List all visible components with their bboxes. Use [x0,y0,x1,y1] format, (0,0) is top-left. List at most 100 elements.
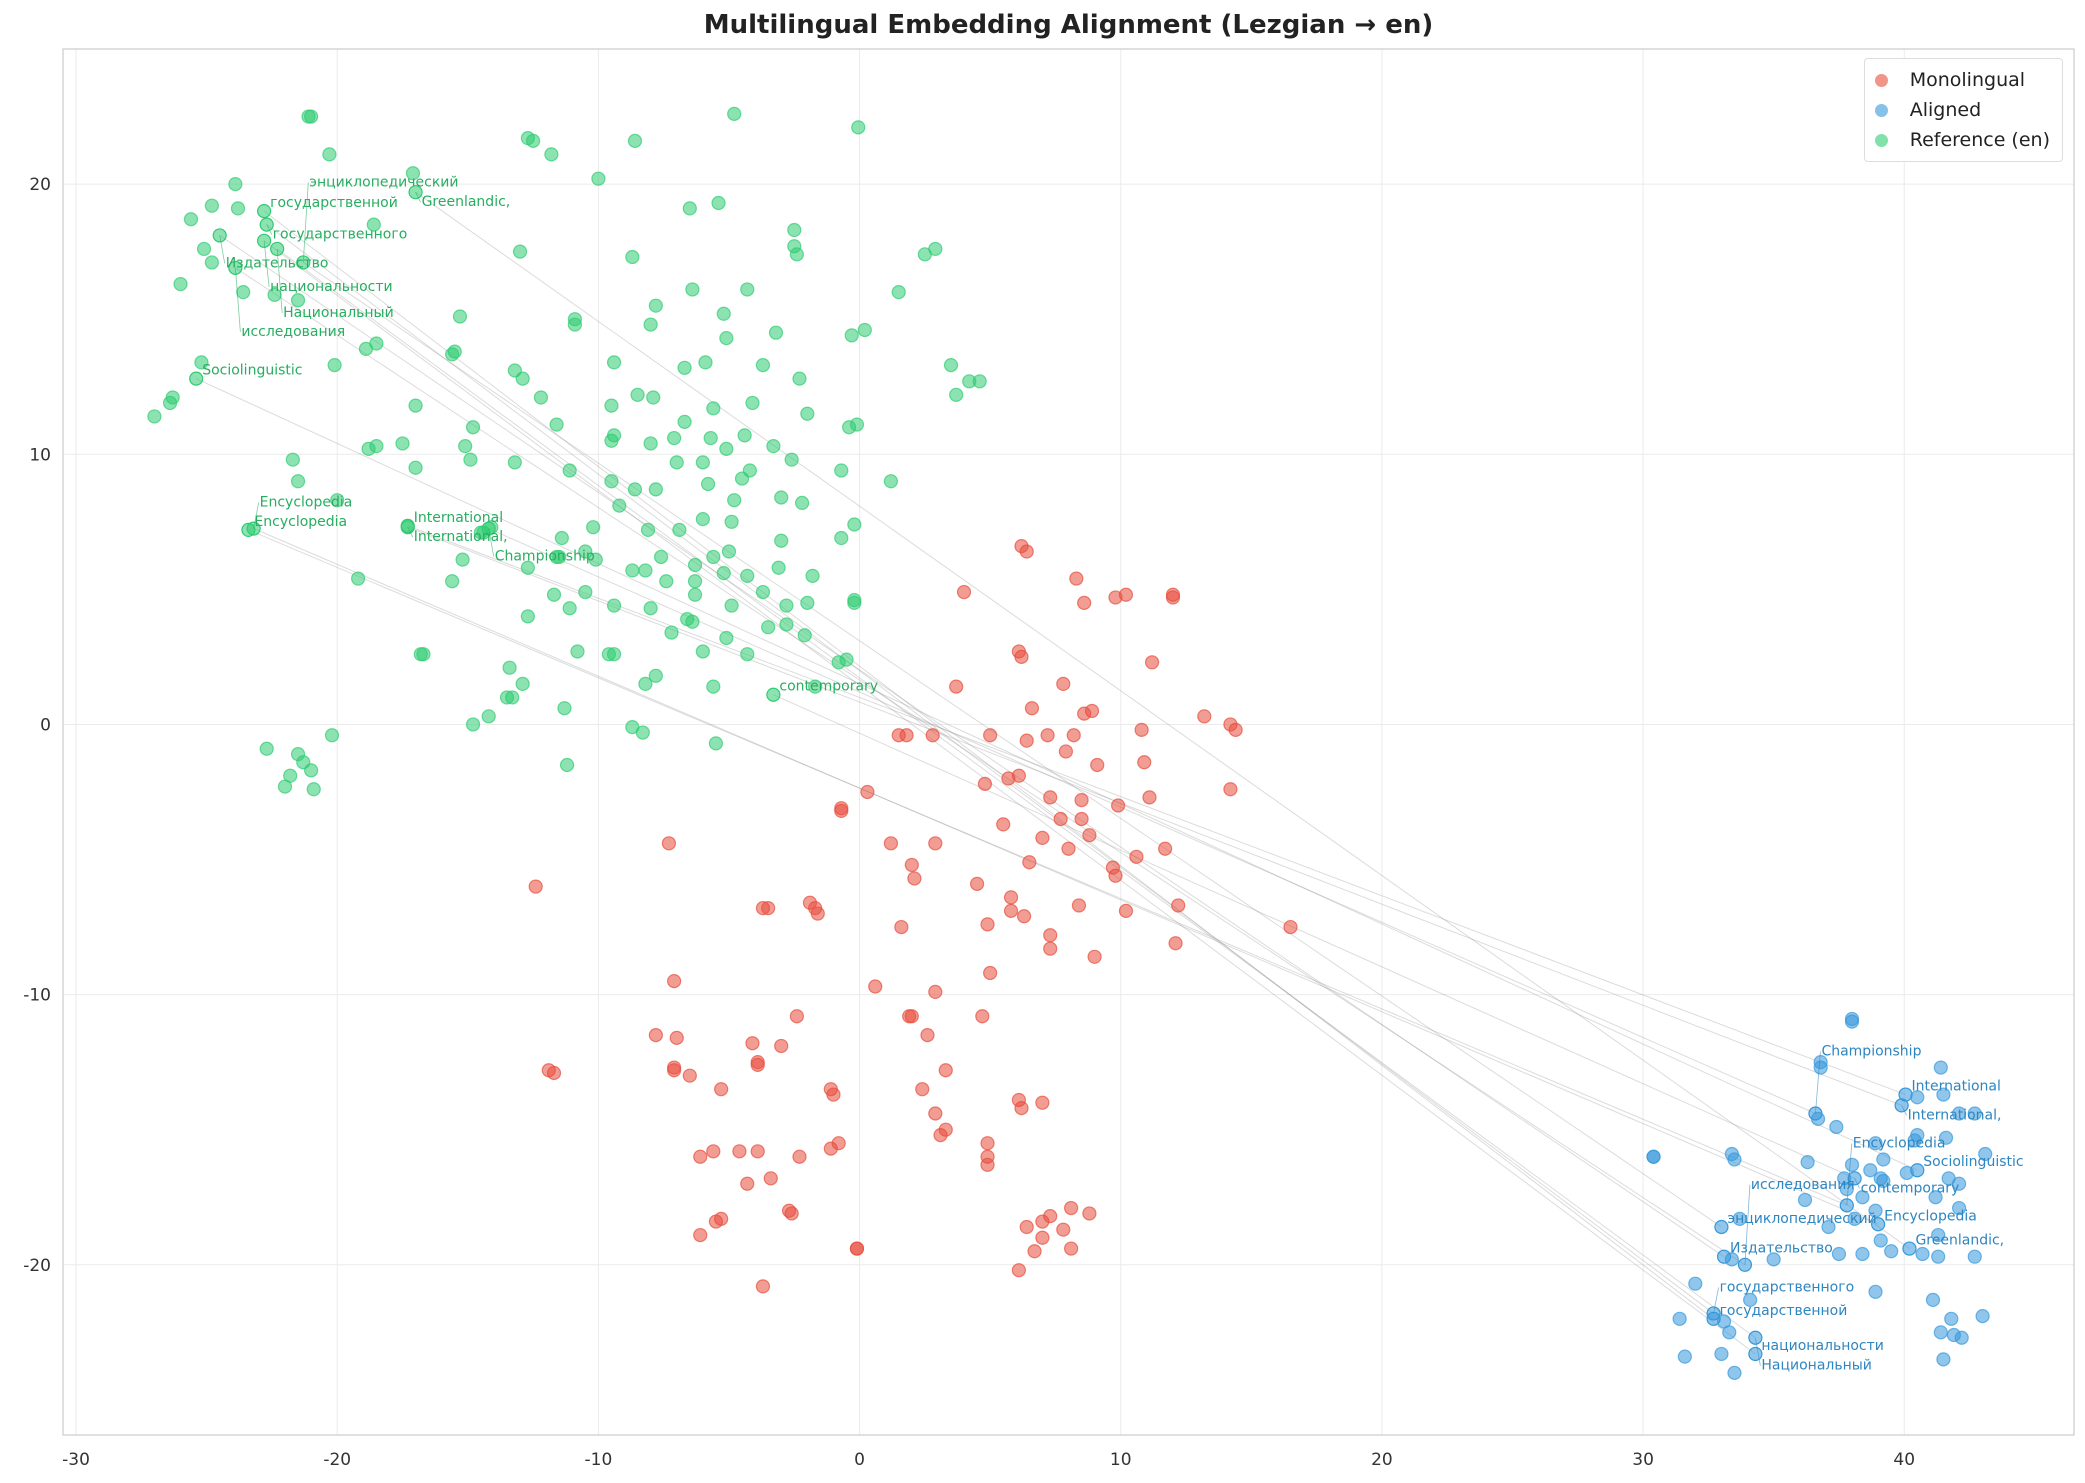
point-reference-en [972,374,987,389]
point-reference-en [672,522,687,538]
point-monolingual [1142,790,1157,805]
point-reference-en [586,520,601,535]
point-monolingual [732,1144,747,1159]
alignment-line [266,224,1714,1314]
point-reference-en [549,549,564,565]
point-aligned [1876,1173,1891,1189]
point-monolingual [1056,676,1071,692]
point-aligned [1946,1327,1961,1343]
point-reference-en [204,255,219,270]
point-reference-en [795,495,810,510]
point-reference-en [570,644,585,659]
point-monolingual [904,1009,919,1024]
point-monolingual [661,836,677,851]
point-reference-en [719,630,734,646]
point-monolingual [1019,544,1034,559]
point-reference-en [304,763,319,778]
point-reference-en [465,717,481,732]
point-monolingual [975,1009,990,1024]
point-monolingual [849,1241,865,1256]
point-reference-en [706,679,721,694]
point-reference-en [667,430,682,446]
aligned-point-label: International [1912,1079,2001,1095]
point-monolingual [667,1063,682,1078]
point-reference-en [706,549,721,565]
label-leader-line [253,502,260,529]
point-reference-en [228,176,243,192]
point-reference-en [685,282,700,297]
alignment-line [302,262,1722,1228]
point-reference-en [768,325,784,340]
point-aligned [1975,1309,1990,1324]
point-monolingual [792,1149,807,1164]
point-aligned [1933,1060,1948,1075]
point-aligned [1844,1157,1860,1172]
point-reference-en [708,736,724,751]
reference-point-label: государственного [273,227,408,243]
point-monolingual [1087,949,1102,964]
point-reference-en [737,428,752,443]
reference-point-label: Издательство [226,255,329,271]
point-monolingual [1084,703,1100,719]
point-monolingual [546,1065,562,1081]
point-monolingual [1066,728,1081,743]
label-leader-line [263,240,270,287]
x-tick-label: -10 [585,1450,613,1470]
y-tick-label: 10 [29,445,51,465]
point-reference-en [638,563,653,578]
point-reference-en [452,309,468,324]
point-monolingual [1011,768,1026,783]
point-aligned [1978,1146,1993,1162]
point-aligned [1931,1227,1946,1243]
point-aligned [1915,1246,1930,1262]
point-reference-en [322,147,337,162]
point-monolingual [648,1028,663,1043]
point-aligned [1797,1192,1813,1208]
point-aligned [1884,1244,1899,1259]
aligned-point-label: International, [1908,1107,2002,1123]
point-monolingual [1027,1244,1042,1259]
point-aligned [1688,1276,1703,1291]
point-monolingual [1014,1100,1029,1116]
aligned-point-label: Национальный [1761,1358,1872,1374]
point-reference-en [606,598,622,613]
point-monolingual [755,1279,771,1294]
point-reference-en [416,647,431,662]
point-reference-en [949,387,964,402]
point-reference-en [546,587,562,602]
point-monolingual [667,974,682,989]
point-reference-en [716,566,731,581]
point-aligned [1646,1149,1661,1164]
point-aligned [1871,1217,1886,1232]
x-tick-label: 0 [854,1450,865,1470]
aligned-point-label: национальности [1761,1338,1884,1354]
aligned-point-label: Greenlandic, [1915,1233,2004,1249]
point-reference-en [635,725,650,740]
point-aligned [1925,1292,1941,1308]
legend-label: Monolingual [1909,69,2026,91]
point-reference-en [719,330,734,346]
point-monolingual [1090,757,1105,773]
point-monolingual [1035,830,1050,846]
point-monolingual [977,776,993,791]
point-monolingual [883,836,899,851]
label-leader-line [1854,1178,1860,1189]
point-monolingual [1043,928,1058,943]
point-monolingual [1056,1222,1071,1237]
aligned-point-label: государственного [1720,1279,1855,1295]
point-reference-en [779,617,794,632]
point-reference-en [290,293,306,308]
legend-item-reference: Reference (en) [1874,125,2050,155]
point-monolingual [714,1211,729,1226]
point-reference-en [183,212,199,227]
point-monolingual [860,784,875,800]
label-leader-line [1713,1287,1719,1314]
point-aligned [1944,1311,1959,1326]
y-tick-label: 0 [40,715,51,735]
point-reference-en [604,474,619,489]
point-reference-en [324,728,340,743]
point-reference-en [306,782,321,797]
point-monolingual [826,1087,841,1102]
point-reference-en [408,460,423,475]
